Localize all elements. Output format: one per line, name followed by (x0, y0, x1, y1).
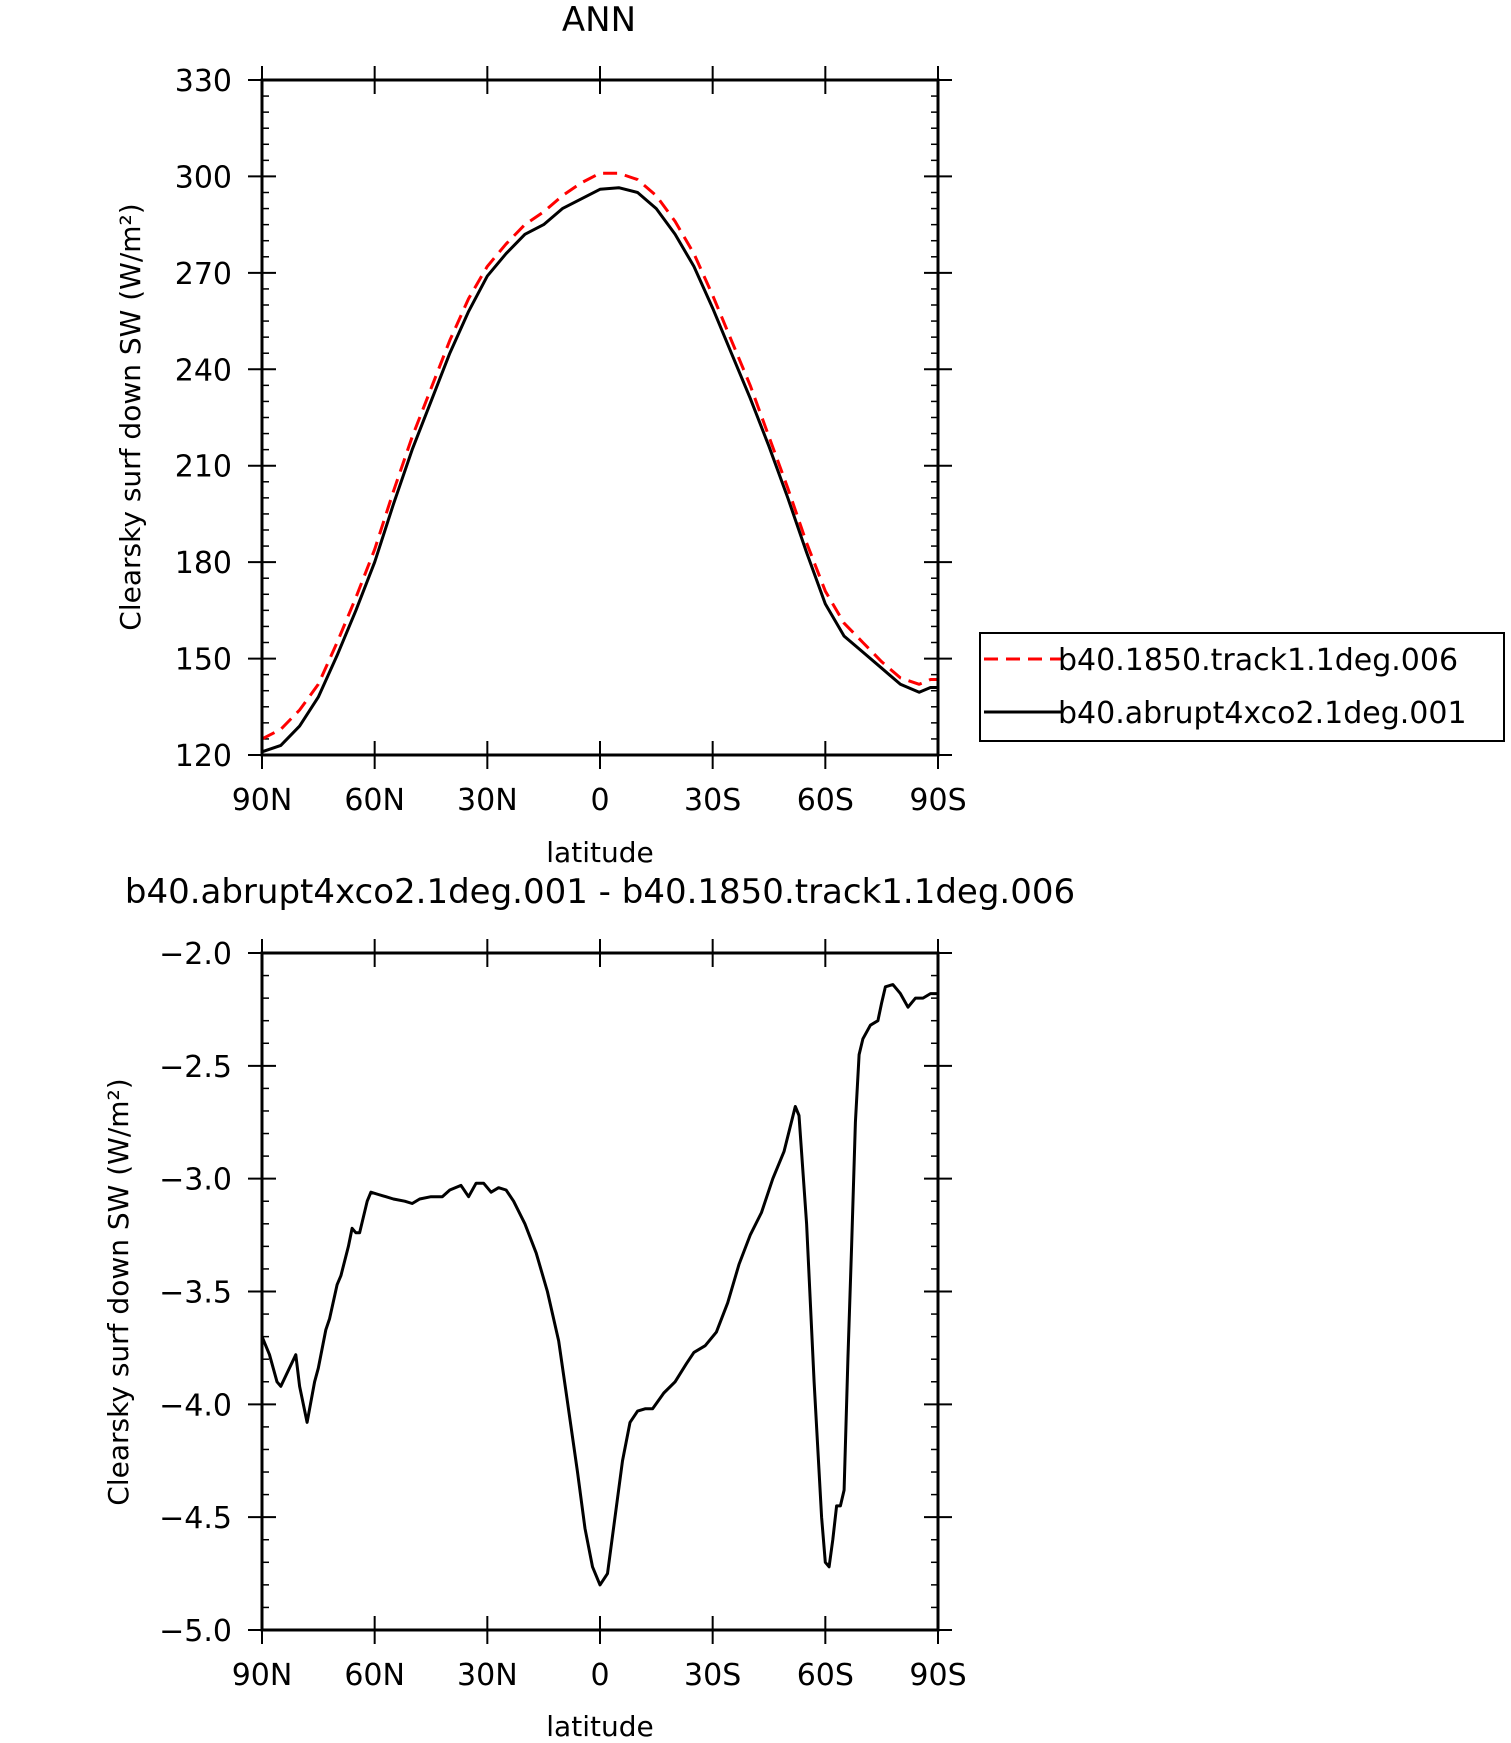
bottom-x-tick-label: 30N (457, 1658, 518, 1693)
top-y-tick-label: 330 (175, 64, 232, 99)
top-y-tick-label: 210 (175, 450, 232, 485)
top-y-axis-label: Clearsky surf down SW (W/m²) (114, 203, 147, 630)
top-ticks (248, 66, 952, 769)
bottom-x-tick-label: 60S (797, 1658, 854, 1693)
bottom-y-axis-label: Clearsky surf down SW (W/m²) (102, 1078, 135, 1505)
top-x-tick-label: 60S (797, 783, 854, 818)
top-y-tick-label: 150 (175, 643, 232, 678)
bottom-plot-frame (260, 951, 940, 1632)
top-y-tick-label: 240 (175, 353, 232, 388)
bottom-series-lines (260, 983, 938, 1587)
top-x-tick-label: 60N (344, 783, 405, 818)
bottom-y-tick-label: −4.0 (159, 1388, 232, 1423)
top-panel: ANN 120 150 180 210 240 270 300 330 90N 60N 30N 0 3… (114, 0, 1505, 869)
bottom-panel: b40.abrupt4xco2.1deg.001 - b40.1850.trac… (102, 872, 1075, 1743)
bottom-y-tick-label: −2.0 (159, 937, 232, 972)
top-x-tick-labels: 90N 60N 30N 0 30S 60S 90S (232, 783, 967, 818)
legend: b40.1850.track1.1deg.006 b40.abrupt4xco2… (979, 632, 1505, 742)
bottom-x-axis-label: latitude (546, 1710, 653, 1743)
top-x-tick-label: 90S (909, 783, 966, 818)
top-series-line-0 (261, 171, 938, 741)
bottom-x-tick-label: 90N (232, 1658, 293, 1693)
bottom-y-tick-label: −5.0 (159, 1614, 232, 1649)
top-x-axis-label: latitude (546, 836, 653, 869)
legend-box (979, 632, 1505, 742)
bottom-x-tick-label: 30S (684, 1658, 741, 1693)
top-y-tick-label: 180 (175, 546, 232, 581)
top-series-line-1 (261, 186, 938, 754)
bottom-series-line-0 (260, 983, 938, 1587)
bottom-x-tick-label: 0 (590, 1658, 609, 1693)
bottom-y-tick-labels: −5.0 −4.5 −4.0 −3.5 −3.0 −2.5 −2.0 (159, 937, 232, 1649)
top-chart-title: ANN (562, 0, 636, 40)
top-y-tick-label: 270 (175, 257, 232, 292)
legend-label-control: b40.1850.track1.1deg.006 (1058, 643, 1458, 678)
top-x-tick-label: 0 (590, 783, 609, 818)
top-series-lines (261, 171, 938, 754)
bottom-y-tick-label: −2.5 (159, 1050, 232, 1085)
top-x-tick-label: 30S (684, 783, 741, 818)
bottom-x-tick-label: 60N (344, 1658, 405, 1693)
top-plot-frame (260, 78, 940, 757)
bottom-y-tick-label: −4.5 (159, 1501, 232, 1536)
legend-label-experiment: b40.abrupt4xco2.1deg.001 (1058, 696, 1467, 731)
bottom-x-tick-labels: 90N 60N 30N 0 30S 60S 90S (232, 1658, 967, 1693)
bottom-ticks (248, 939, 952, 1644)
top-y-tick-labels: 120 150 180 210 240 270 300 330 (175, 64, 232, 774)
top-y-tick-label: 120 (175, 739, 232, 774)
bottom-x-tick-label: 90S (909, 1658, 966, 1693)
top-x-tick-label: 90N (232, 783, 293, 818)
top-y-tick-label: 300 (175, 160, 232, 195)
bottom-y-tick-label: −3.0 (159, 1163, 232, 1198)
bottom-y-tick-label: −3.5 (159, 1276, 232, 1311)
top-x-tick-label: 30N (457, 783, 518, 818)
bottom-chart-title: b40.abrupt4xco2.1deg.001 - b40.1850.trac… (125, 872, 1075, 912)
